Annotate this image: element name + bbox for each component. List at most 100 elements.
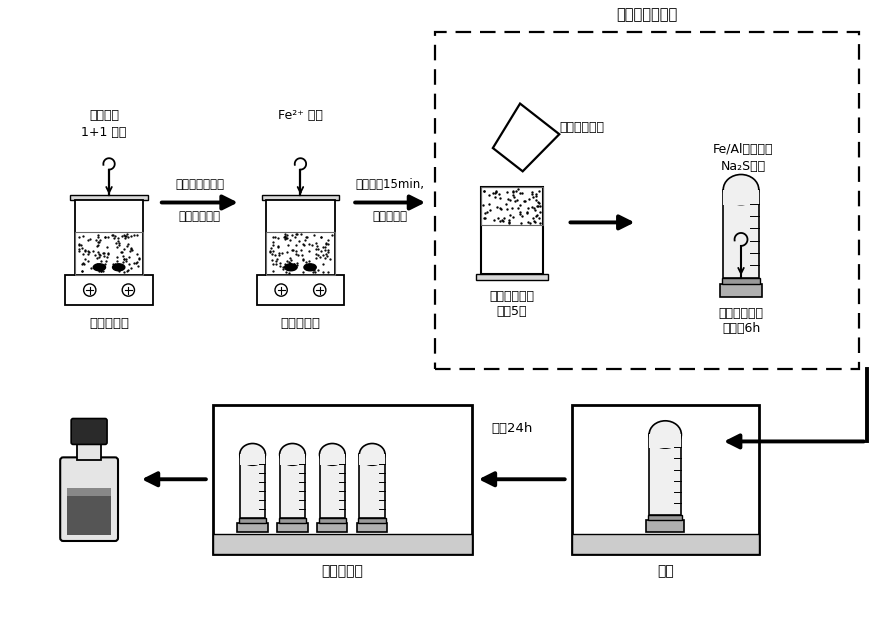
Point: [117, 254, 131, 264]
Point: [110, 252, 124, 262]
FancyBboxPatch shape: [571, 404, 759, 554]
Point: [522, 203, 536, 213]
Ellipse shape: [112, 264, 125, 271]
Bar: [476, 274, 548, 280]
Point: [81, 256, 95, 266]
Point: [281, 264, 295, 274]
Point: [76, 231, 90, 241]
Point: [75, 266, 89, 276]
Point: [302, 239, 316, 249]
Point: [321, 246, 335, 256]
Point: [83, 234, 97, 244]
Point: [119, 256, 133, 266]
Point: [72, 232, 86, 242]
Point: [320, 239, 334, 249]
Point: [288, 246, 302, 256]
Point: [298, 234, 312, 245]
Point: [277, 232, 291, 242]
Point: [266, 237, 280, 247]
Point: [91, 240, 105, 250]
Point: [271, 233, 285, 243]
Point: [533, 206, 547, 216]
Point: [269, 259, 283, 269]
Point: [289, 229, 303, 239]
Point: [282, 253, 296, 263]
Point: [98, 232, 112, 242]
FancyBboxPatch shape: [60, 457, 118, 541]
Point: [506, 190, 520, 200]
Point: [527, 216, 541, 226]
Point: [323, 254, 337, 264]
Point: [503, 196, 517, 206]
Text: Fe²⁺ 溶液: Fe²⁺ 溶液: [278, 109, 323, 122]
Point: [321, 240, 335, 250]
Point: [78, 245, 91, 255]
Point: [273, 261, 287, 271]
Point: [477, 213, 491, 223]
Point: [290, 260, 304, 270]
Point: [288, 231, 302, 241]
Point: [275, 248, 289, 258]
Point: [515, 211, 529, 221]
Point: [115, 231, 129, 241]
Point: [279, 234, 293, 244]
Point: [515, 188, 529, 198]
Point: [266, 232, 280, 242]
Point: [493, 193, 507, 203]
Point: [108, 259, 122, 269]
Point: [289, 249, 303, 259]
Point: [482, 191, 496, 201]
Ellipse shape: [304, 264, 316, 271]
Point: [91, 263, 105, 273]
Point: [93, 250, 107, 260]
Bar: [239, 519, 267, 523]
Point: [311, 245, 325, 255]
Point: [120, 241, 134, 251]
Point: [118, 231, 132, 241]
Point: [130, 248, 144, 258]
Point: [311, 265, 325, 275]
Ellipse shape: [93, 264, 105, 271]
Point: [271, 243, 285, 253]
Bar: [67, 493, 111, 535]
Point: [319, 249, 333, 259]
Point: [270, 254, 284, 264]
Point: [78, 246, 91, 256]
Point: [71, 240, 85, 250]
Point: [486, 188, 500, 198]
Point: [266, 259, 280, 269]
Point: [502, 215, 516, 225]
Point: [101, 248, 115, 258]
Point: [307, 265, 321, 275]
Point: [279, 229, 293, 240]
Ellipse shape: [320, 443, 345, 465]
Point: [120, 266, 134, 276]
Point: [314, 233, 327, 243]
Bar: [267, 232, 334, 275]
Point: [129, 258, 143, 268]
Point: [267, 240, 280, 250]
Point: [121, 265, 135, 275]
Bar: [75, 200, 143, 275]
Point: [513, 208, 527, 218]
Point: [506, 213, 520, 223]
Ellipse shape: [280, 443, 306, 465]
Point: [92, 266, 106, 277]
Point: [521, 216, 535, 226]
Point: [321, 245, 334, 255]
Bar: [213, 534, 472, 554]
Point: [75, 259, 89, 269]
Text: Fe/Al双金属、: Fe/Al双金属、: [712, 143, 773, 155]
Point: [490, 186, 503, 196]
Point: [289, 262, 303, 272]
Text: 脱氧去离子水
冲洗5次: 脱氧去离子水 冲洗5次: [490, 290, 534, 318]
Point: [266, 255, 280, 265]
Point: [96, 248, 110, 258]
Point: [124, 263, 138, 273]
Point: [101, 232, 115, 242]
Point: [530, 201, 544, 211]
Point: [106, 259, 120, 269]
Point: [478, 208, 492, 218]
Text: Na₂S溶液: Na₂S溶液: [720, 160, 766, 172]
Point: [309, 244, 323, 254]
